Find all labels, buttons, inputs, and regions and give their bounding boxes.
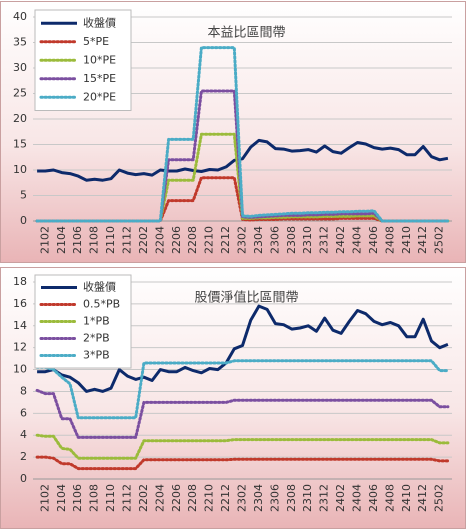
series-line — [35, 359, 450, 420]
x-tick-label: 2108 — [88, 484, 101, 512]
chart-title: 本益比區間帶 — [207, 26, 285, 41]
series-line — [35, 433, 450, 460]
legend-label: 0.5*PB — [83, 298, 120, 311]
x-tick-label: 2502 — [433, 226, 446, 254]
x-tick-label: 2412 — [416, 484, 429, 512]
y-tick-label: 30 — [13, 61, 27, 74]
x-tick-label: 2304 — [252, 484, 265, 512]
legend-label: 10*PE — [83, 53, 116, 66]
series-line — [35, 388, 450, 439]
x-tick-label: 2306 — [268, 484, 281, 512]
y-tick-label: 18 — [13, 275, 27, 288]
x-tick-label: 2212 — [219, 226, 232, 254]
chart-title: 股價淨值比區間帶 — [194, 290, 298, 306]
x-tick-label: 2108 — [88, 226, 101, 254]
y-tick-label: 0 — [20, 472, 27, 485]
x-tick-label: 2310 — [301, 484, 314, 512]
x-tick-label: 2410 — [400, 226, 413, 254]
x-tick-label: 2112 — [120, 226, 133, 254]
x-tick-label: 2406 — [367, 226, 380, 254]
x-tick-label: 2102 — [38, 226, 51, 254]
x-tick-label: 2312 — [318, 484, 331, 512]
x-tick-label: 2210 — [203, 484, 216, 512]
legend-label: 2*PB — [83, 332, 110, 345]
series-line — [37, 304, 449, 393]
x-tick-label: 2502 — [433, 484, 446, 512]
y-tick-label: 25 — [13, 87, 27, 100]
x-tick-label: 2410 — [400, 484, 413, 512]
series-line — [37, 138, 449, 182]
y-tick-label: 10 — [13, 163, 27, 176]
x-tick-label: 2406 — [367, 484, 380, 512]
x-tick-label: 2308 — [285, 226, 298, 254]
x-tick-label: 2104 — [55, 226, 68, 254]
y-tick-label: 5 — [20, 189, 27, 202]
series-line — [35, 455, 450, 471]
x-tick-label: 2202 — [137, 484, 150, 512]
series-line — [35, 46, 450, 223]
legend-label: 收盤價 — [83, 15, 116, 29]
x-tick-label: 2208 — [186, 226, 199, 254]
x-tick-label: 2206 — [170, 484, 183, 512]
x-tick-label: 2106 — [71, 484, 84, 512]
x-tick-label: 2404 — [351, 484, 364, 512]
y-tick-label: 15 — [13, 138, 27, 151]
y-tick-label: 16 — [13, 297, 27, 310]
x-tick-label: 2310 — [301, 226, 314, 254]
y-tick-label: 35 — [13, 36, 27, 49]
y-tick-label: 14 — [13, 319, 27, 332]
x-tick-label: 2308 — [285, 484, 298, 512]
legend-label: 5*PE — [83, 35, 109, 48]
x-tick-label: 2306 — [268, 226, 281, 254]
legend-label: 20*PE — [83, 90, 116, 103]
legend-label: 3*PB — [83, 349, 110, 362]
x-tick-label: 2212 — [219, 484, 232, 512]
x-tick-label: 2208 — [186, 484, 199, 512]
y-tick-label: 20 — [13, 112, 27, 125]
x-tick-label: 2404 — [351, 226, 364, 254]
x-tick-label: 2104 — [55, 484, 68, 512]
x-tick-label: 2408 — [383, 226, 396, 254]
x-tick-label: 2204 — [153, 484, 166, 512]
x-tick-label: 2312 — [318, 226, 331, 254]
y-tick-label: 10 — [13, 363, 27, 376]
x-tick-label: 2304 — [252, 226, 265, 254]
x-tick-label: 2210 — [203, 226, 216, 254]
legend-label: 15*PE — [83, 72, 116, 85]
y-tick-label: 8 — [20, 384, 27, 397]
x-tick-label: 2402 — [334, 226, 347, 254]
x-tick-label: 2112 — [120, 484, 133, 512]
x-tick-label: 2102 — [38, 484, 51, 512]
x-tick-label: 2202 — [137, 226, 150, 254]
x-tick-label: 2206 — [170, 226, 183, 254]
y-tick-label: 40 — [13, 10, 27, 23]
x-tick-label: 2302 — [236, 226, 249, 254]
x-tick-label: 2412 — [416, 226, 429, 254]
y-tick-label: 4 — [20, 428, 27, 441]
x-tick-label: 2106 — [71, 226, 84, 254]
y-tick-label: 12 — [13, 341, 27, 354]
x-tick-label: 2204 — [153, 226, 166, 254]
legend-label: 收盤價 — [83, 280, 116, 294]
x-tick-label: 2110 — [104, 484, 117, 512]
x-tick-label: 2302 — [236, 484, 249, 512]
y-tick-label: 6 — [20, 406, 27, 419]
y-tick-label: 2 — [20, 450, 27, 463]
legend-label: 1*PB — [83, 315, 110, 328]
x-tick-label: 2402 — [334, 484, 347, 512]
x-tick-label: 2408 — [383, 484, 396, 512]
x-tick-label: 2110 — [104, 226, 117, 254]
y-tick-label: 0 — [20, 214, 27, 227]
